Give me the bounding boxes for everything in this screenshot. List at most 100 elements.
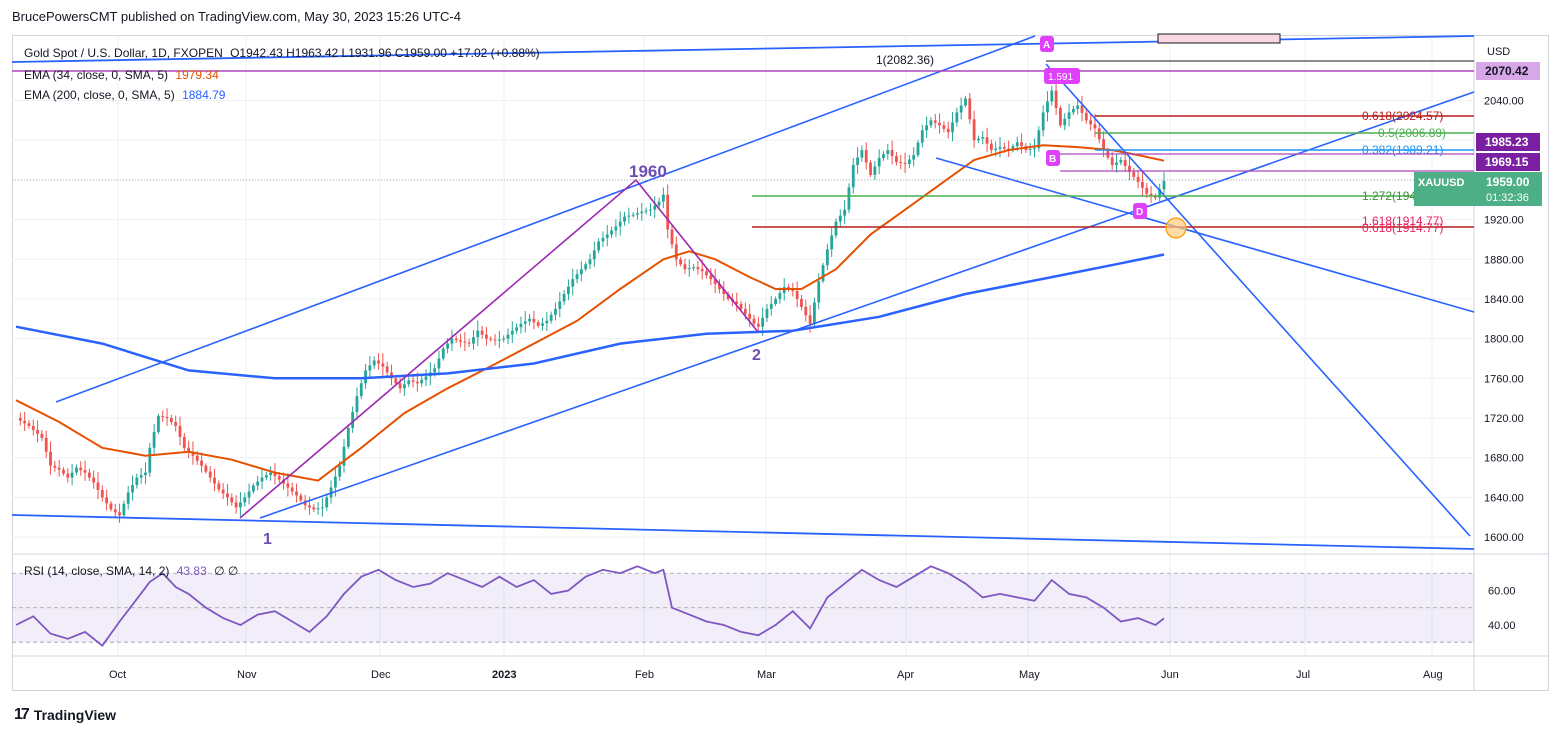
candle (1110, 152, 1114, 170)
candle (636, 207, 639, 220)
candle-body (1054, 90, 1058, 108)
candle (942, 121, 946, 133)
candle (649, 203, 652, 217)
candle (873, 160, 877, 180)
candle-body (1059, 107, 1062, 126)
candle-body (549, 314, 553, 321)
candle-body (424, 376, 428, 380)
candle-body (554, 308, 557, 315)
candle (1132, 167, 1136, 181)
candle (31, 419, 35, 436)
candle (351, 406, 355, 433)
candle (169, 414, 173, 425)
ohlc-values: O1942.43 H1963.42 L1931.96 C1959.00 +17.… (230, 46, 540, 60)
candle (467, 338, 471, 348)
candle (118, 503, 121, 523)
candle-body (312, 507, 316, 510)
abcd-a-label: A (1043, 40, 1050, 51)
candle-body (217, 483, 221, 490)
candle-body (118, 512, 121, 516)
candle-body (1046, 101, 1049, 113)
candle-body (441, 348, 445, 359)
fib-0618b-label: 0.618(1914.77) (1362, 221, 1443, 235)
candle (825, 243, 829, 271)
candle (57, 459, 61, 477)
candle (325, 493, 329, 511)
candle (800, 294, 803, 311)
candle-body (938, 122, 941, 126)
y-tick-label: 1840.00 (1484, 294, 1524, 306)
candle-body (692, 267, 695, 269)
candle (92, 470, 96, 489)
fib-05-label: 0.5(2006.89) (1378, 126, 1446, 140)
candle (476, 320, 480, 347)
candle (1149, 185, 1153, 203)
candle-body (847, 187, 851, 210)
candle (592, 241, 596, 267)
candle-body (243, 497, 247, 503)
candle-body (62, 469, 65, 474)
rising-support-line (259, 91, 1475, 519)
candle-body (519, 323, 523, 328)
candle (256, 475, 260, 491)
candle-body (860, 150, 864, 158)
candle (1089, 113, 1093, 131)
candle (640, 202, 644, 221)
candle-body (700, 269, 704, 272)
rsi-label: RSI (14, close, SMA, 14, 2) (24, 564, 170, 578)
candle (735, 292, 739, 312)
abcd-b-label-box (1046, 150, 1060, 166)
candle-body (148, 447, 152, 473)
y-tick-label: 1600.00 (1484, 532, 1524, 544)
ema200-line (15, 253, 1165, 380)
candle (1158, 183, 1162, 203)
candle (321, 497, 324, 517)
candle-body (920, 130, 924, 143)
candle (718, 279, 721, 294)
candle-body (463, 341, 467, 343)
candle-body (951, 122, 954, 133)
candle-body (1084, 112, 1088, 121)
candle-body (627, 215, 631, 217)
candle (895, 152, 898, 166)
candle-body (467, 342, 471, 344)
candle (364, 364, 367, 389)
candle (610, 226, 613, 238)
candle (420, 375, 424, 387)
candle-body (657, 201, 661, 206)
candle (683, 258, 687, 275)
fib-top-label: 1(2082.36) (876, 53, 934, 67)
candle-body (502, 338, 506, 340)
candle (515, 323, 519, 335)
candle (109, 500, 113, 512)
tradingview-footer[interactable]: 17 TradingView (14, 706, 116, 724)
candle-body (321, 507, 324, 509)
candle-body (834, 221, 838, 236)
candle (674, 236, 678, 267)
candle-body (1089, 120, 1093, 125)
candle (200, 452, 203, 473)
candle-body (929, 120, 933, 126)
symbol-legend: Gold Spot / U.S. Dollar, 1D, FXOPEN O194… (24, 46, 540, 60)
candle (1071, 105, 1075, 116)
candle-body (260, 477, 264, 482)
candle-body (1037, 130, 1041, 149)
candle-body (718, 284, 721, 290)
candle (959, 97, 963, 120)
candle (1041, 105, 1045, 137)
candles (18, 82, 1166, 523)
price-tag-1969: 1969.15 (1485, 155, 1529, 169)
candle-body (476, 330, 480, 338)
candle (1115, 153, 1118, 173)
candle-body (869, 162, 872, 175)
chart-frame[interactable] (12, 35, 1549, 691)
candle-body (567, 286, 570, 294)
candle-body (273, 472, 277, 477)
candle-body (1110, 157, 1114, 165)
candle (519, 316, 523, 334)
y-tick-label: 2040.00 (1484, 96, 1524, 108)
candle (217, 480, 221, 493)
candle (653, 196, 657, 218)
y-axis-unit: USD (1487, 46, 1510, 58)
